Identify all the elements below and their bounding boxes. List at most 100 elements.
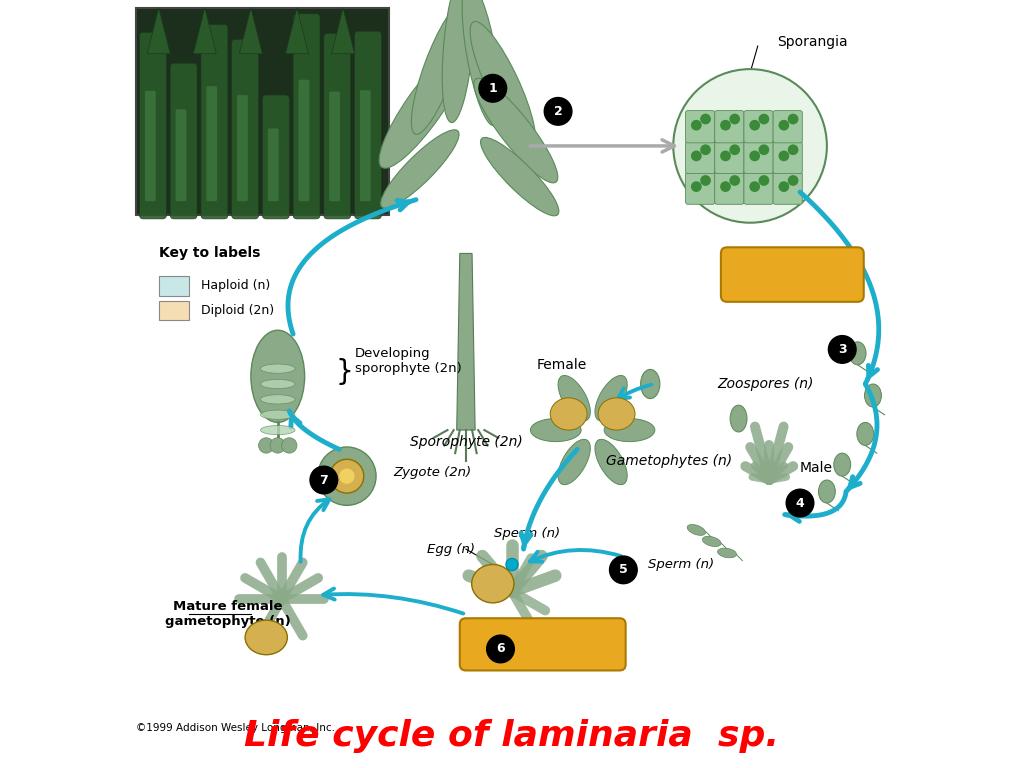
Ellipse shape <box>834 453 851 476</box>
Text: 6: 6 <box>497 643 505 655</box>
FancyBboxPatch shape <box>135 8 389 215</box>
FancyBboxPatch shape <box>743 141 773 174</box>
Circle shape <box>778 120 790 131</box>
Ellipse shape <box>379 47 468 168</box>
Text: Sporangia: Sporangia <box>777 35 848 48</box>
Ellipse shape <box>595 376 628 421</box>
FancyBboxPatch shape <box>686 111 715 143</box>
Ellipse shape <box>558 439 591 485</box>
FancyBboxPatch shape <box>176 109 186 201</box>
FancyBboxPatch shape <box>330 91 340 201</box>
Circle shape <box>729 175 740 186</box>
FancyBboxPatch shape <box>743 172 773 204</box>
FancyBboxPatch shape <box>262 95 289 219</box>
Circle shape <box>786 489 814 517</box>
Circle shape <box>270 438 286 453</box>
Text: 1: 1 <box>488 82 498 94</box>
Ellipse shape <box>558 376 591 421</box>
Circle shape <box>339 468 354 484</box>
Ellipse shape <box>260 379 295 389</box>
Text: Female: Female <box>537 359 587 372</box>
FancyBboxPatch shape <box>139 32 166 219</box>
Circle shape <box>317 447 376 505</box>
Ellipse shape <box>604 419 655 442</box>
Ellipse shape <box>462 0 501 126</box>
Text: Mature female
gametophyte (n): Mature female gametophyte (n) <box>165 601 291 628</box>
FancyBboxPatch shape <box>231 39 258 219</box>
Circle shape <box>310 466 338 494</box>
Ellipse shape <box>480 137 559 216</box>
Ellipse shape <box>718 548 736 558</box>
Circle shape <box>720 181 731 192</box>
Circle shape <box>609 556 637 584</box>
Ellipse shape <box>595 439 628 485</box>
FancyBboxPatch shape <box>715 172 744 204</box>
Ellipse shape <box>412 4 467 134</box>
Ellipse shape <box>530 419 582 442</box>
Text: MEIOSIS: MEIOSIS <box>757 267 828 283</box>
Circle shape <box>700 114 711 124</box>
Circle shape <box>691 120 701 131</box>
Text: Developing
sporophyte (2n): Developing sporophyte (2n) <box>354 347 461 375</box>
Polygon shape <box>240 8 262 54</box>
Polygon shape <box>194 8 216 54</box>
Text: 2: 2 <box>554 105 562 118</box>
Text: Gametophytes (n): Gametophytes (n) <box>606 454 732 468</box>
FancyBboxPatch shape <box>715 111 744 143</box>
Polygon shape <box>286 8 308 54</box>
Circle shape <box>258 438 274 453</box>
FancyBboxPatch shape <box>354 31 382 219</box>
Ellipse shape <box>818 480 836 503</box>
Ellipse shape <box>260 425 295 435</box>
Text: 5: 5 <box>618 564 628 576</box>
FancyBboxPatch shape <box>293 14 319 219</box>
FancyBboxPatch shape <box>460 618 626 670</box>
Text: Sperm (n): Sperm (n) <box>648 558 714 571</box>
Text: Zygote (2n): Zygote (2n) <box>393 466 471 478</box>
Text: Sperm (n): Sperm (n) <box>495 528 560 540</box>
Text: 4: 4 <box>796 497 805 509</box>
Text: Key to labels: Key to labels <box>159 246 260 260</box>
Ellipse shape <box>474 78 558 183</box>
FancyBboxPatch shape <box>268 128 279 201</box>
FancyBboxPatch shape <box>773 111 803 143</box>
Ellipse shape <box>857 422 873 445</box>
Text: Zoospores (n): Zoospores (n) <box>717 377 814 391</box>
Circle shape <box>759 144 769 155</box>
Circle shape <box>700 175 711 186</box>
Text: Sporophyte (2n): Sporophyte (2n) <box>410 435 522 449</box>
Circle shape <box>750 181 760 192</box>
Polygon shape <box>147 8 170 54</box>
FancyBboxPatch shape <box>170 63 197 219</box>
FancyBboxPatch shape <box>686 141 715 174</box>
Ellipse shape <box>849 342 866 365</box>
Ellipse shape <box>864 384 882 407</box>
Circle shape <box>700 144 711 155</box>
Ellipse shape <box>251 330 305 422</box>
Circle shape <box>828 336 856 363</box>
Ellipse shape <box>442 0 474 123</box>
Ellipse shape <box>598 398 635 430</box>
Text: Life cycle of laminaria  sp.: Life cycle of laminaria sp. <box>245 719 779 753</box>
Circle shape <box>787 175 799 186</box>
FancyBboxPatch shape <box>237 95 248 201</box>
FancyBboxPatch shape <box>201 25 227 219</box>
Text: 3: 3 <box>838 343 847 356</box>
Ellipse shape <box>730 406 748 432</box>
FancyBboxPatch shape <box>686 172 715 204</box>
Circle shape <box>729 114 740 124</box>
Circle shape <box>720 120 731 131</box>
Circle shape <box>778 181 790 192</box>
Circle shape <box>691 151 701 161</box>
Text: Haploid (n): Haploid (n) <box>201 280 270 292</box>
FancyBboxPatch shape <box>299 80 309 201</box>
Circle shape <box>787 144 799 155</box>
Polygon shape <box>332 8 354 54</box>
FancyBboxPatch shape <box>207 86 217 201</box>
Ellipse shape <box>641 369 659 399</box>
Circle shape <box>486 635 514 663</box>
Circle shape <box>674 69 827 223</box>
Polygon shape <box>457 253 475 430</box>
Ellipse shape <box>550 398 587 430</box>
Ellipse shape <box>381 130 459 208</box>
